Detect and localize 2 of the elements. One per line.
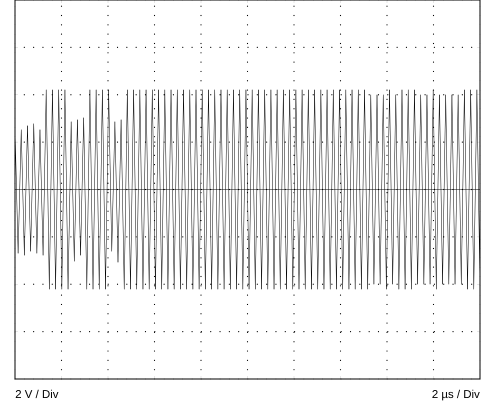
text: 2 µs / Div: [432, 390, 480, 400]
text: 2 V / Div: [16, 390, 58, 398]
